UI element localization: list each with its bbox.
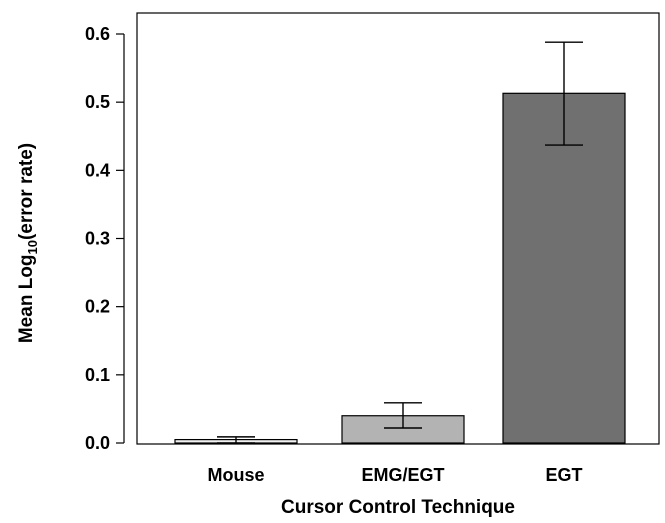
bars — [174, 92, 626, 444]
x-axis-title: Cursor Control Technique — [281, 497, 515, 518]
y-axis-title-prefix: Mean Log — [16, 254, 37, 343]
y-tick-label: 0.3 — [85, 229, 110, 249]
y-tick-label: 0.0 — [85, 433, 110, 453]
x-tick-label: EMG/EGT — [361, 465, 444, 485]
bar — [502, 92, 626, 444]
y-axis-title: Mean Log10(error rate) — [16, 143, 40, 343]
y-axis-title-suffix: (error rate) — [16, 143, 37, 240]
x-tick-label: EGT — [545, 465, 582, 485]
error-bars — [217, 41, 583, 444]
y-tick-label: 0.6 — [85, 24, 110, 44]
y-axis-title-subscript: 10 — [25, 240, 40, 254]
x-tick-label: Mouse — [207, 465, 264, 485]
plot-frame — [136, 12, 660, 445]
y-tick-label: 0.5 — [85, 92, 110, 112]
y-tick-label: 0.4 — [85, 160, 110, 180]
y-tick-label: 0.2 — [85, 297, 110, 317]
y-axis: 0.0 0.1 0.2 0.3 0.4 0.5 0.6 — [85, 24, 125, 453]
y-tick-label: 0.1 — [85, 365, 110, 385]
x-axis: Mouse EMG/EGT EGT — [207, 465, 582, 485]
